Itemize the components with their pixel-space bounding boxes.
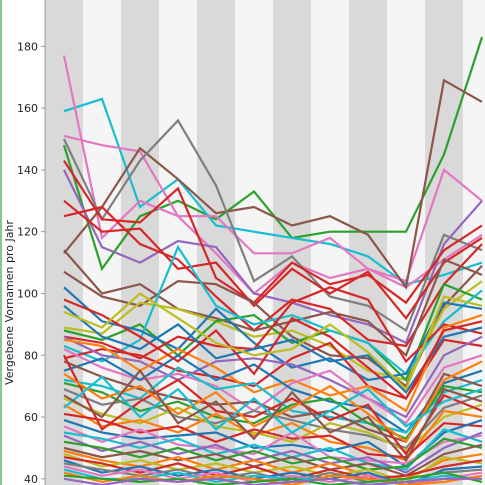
y-axis: 40 60 80 100 120 140 160 180: [2, 0, 46, 485]
series-line: [63, 471, 483, 485]
series-line: [63, 431, 483, 474]
left-edge-bar: [0, 0, 2, 485]
series-line: [63, 298, 483, 401]
series-line: [63, 169, 483, 345]
background-stripe: [235, 0, 273, 485]
y-tick-label: 60: [24, 411, 38, 424]
y-axis-title: Vergebene Vornamen pro Jahr: [3, 220, 16, 385]
y-tick-label: 80: [24, 349, 38, 362]
y-tick-label: 40: [24, 473, 38, 485]
series-line: [63, 292, 483, 392]
series-line: [63, 286, 483, 382]
series-line: [63, 134, 483, 295]
series-line: [63, 205, 483, 348]
series-line: [63, 244, 483, 376]
y-tick-label: 120: [17, 226, 38, 239]
series-line: [63, 335, 483, 419]
series-line: [63, 425, 483, 465]
series-line: [63, 78, 483, 291]
series-line: [63, 286, 483, 364]
series-line: [63, 477, 482, 485]
series-line: [63, 437, 483, 471]
y-tick-label: 160: [17, 102, 38, 115]
y-tick-label: 140: [17, 164, 38, 177]
y-axis-background: [2, 0, 45, 485]
series-line: [63, 368, 483, 463]
series-line: [63, 118, 483, 333]
series-line: [62, 36, 484, 272]
series-line: [63, 443, 483, 477]
background-stripe: [349, 0, 387, 485]
series-line: [62, 55, 483, 283]
series-line: [63, 449, 483, 480]
background-stripe: [83, 0, 121, 485]
series-line: [63, 280, 483, 382]
y-tick-label: 100: [17, 287, 38, 300]
y-tick-label: 180: [17, 40, 38, 53]
series-line: [63, 160, 483, 305]
series-line: [63, 199, 483, 321]
series-line: [63, 314, 483, 413]
series-line: [63, 471, 483, 485]
series-line: [63, 354, 483, 457]
series-lines: [62, 36, 484, 485]
series-line: [63, 366, 483, 434]
